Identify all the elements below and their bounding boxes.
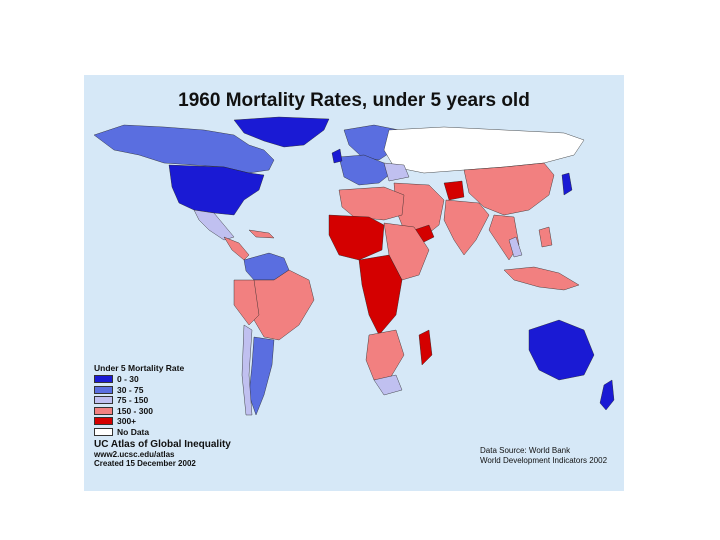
region-india	[443, 199, 490, 256]
map-frame: 1960 Mortality Rates, under 5 years old …	[84, 75, 624, 491]
region-indonesia	[503, 266, 580, 291]
region-southern-africa	[365, 329, 405, 381]
legend-swatch	[94, 375, 113, 384]
legend-swatch	[94, 406, 113, 415]
region-new-zealand	[599, 379, 615, 411]
region-canada	[93, 124, 275, 174]
data-source: Data Source: World Bank World Developmen…	[480, 446, 607, 466]
region-greenland	[233, 116, 330, 148]
legend-label: No Data	[117, 426, 150, 437]
region-malaysia	[508, 236, 523, 258]
data-source-line: World Development Indicators 2002	[480, 456, 608, 465]
region-central-africa	[358, 254, 403, 336]
world-map	[93, 116, 615, 416]
map-title: 1960 Mortality Rates, under 5 years old	[178, 90, 530, 111]
legend-item: 300+	[94, 416, 184, 427]
region-argentina	[248, 336, 275, 416]
legend-item: 150 - 300	[94, 406, 184, 417]
legend-swatch	[94, 427, 113, 436]
region-caribbean	[248, 229, 275, 239]
legend-swatch	[94, 417, 113, 426]
region-andes	[233, 279, 260, 326]
legend-item: No Data	[94, 427, 184, 438]
region-mexico	[193, 209, 235, 241]
data-source-line: Data Source: World Bank	[480, 446, 571, 455]
legend: Under 5 Mortality Rate 0 - 30 30 - 75 75…	[94, 363, 184, 437]
region-madagascar	[418, 329, 433, 366]
region-north-africa	[338, 186, 405, 221]
region-australia	[528, 319, 595, 381]
region-uk	[331, 148, 343, 164]
region-ussr	[383, 126, 585, 174]
region-central-america	[223, 236, 250, 261]
legend-label: 0 - 30	[117, 374, 139, 385]
atlas-name: UC Atlas of Global Inequality	[94, 439, 231, 450]
legend-label: 150 - 300	[117, 405, 153, 416]
region-usa	[168, 164, 265, 216]
legend-swatch	[94, 385, 113, 394]
region-japan	[561, 172, 573, 196]
legend-label: 300+	[117, 416, 137, 427]
legend-item: 30 - 75	[94, 385, 184, 396]
legend-title: Under 5 Mortality Rate	[94, 363, 185, 373]
atlas-credit: UC Atlas of Global Inequality www2.ucsc.…	[94, 439, 231, 468]
legend-label: 75 - 150	[117, 395, 149, 406]
region-eastern-europe	[383, 162, 410, 182]
legend-label: 30 - 75	[117, 384, 144, 395]
legend-swatch	[94, 396, 113, 405]
region-philippines	[538, 226, 553, 248]
legend-item: 0 - 30	[94, 374, 184, 385]
region-western-europe	[338, 154, 390, 186]
region-west-africa	[328, 214, 385, 261]
region-south-africa	[373, 374, 403, 396]
legend-item: 75 - 150	[94, 395, 184, 406]
atlas-url: www2.ucsc.edu/atlas	[94, 450, 175, 459]
region-afghanistan	[443, 180, 465, 201]
created-date: Created 15 December 2002	[94, 459, 196, 468]
region-china	[463, 162, 555, 216]
region-chile	[241, 324, 253, 416]
